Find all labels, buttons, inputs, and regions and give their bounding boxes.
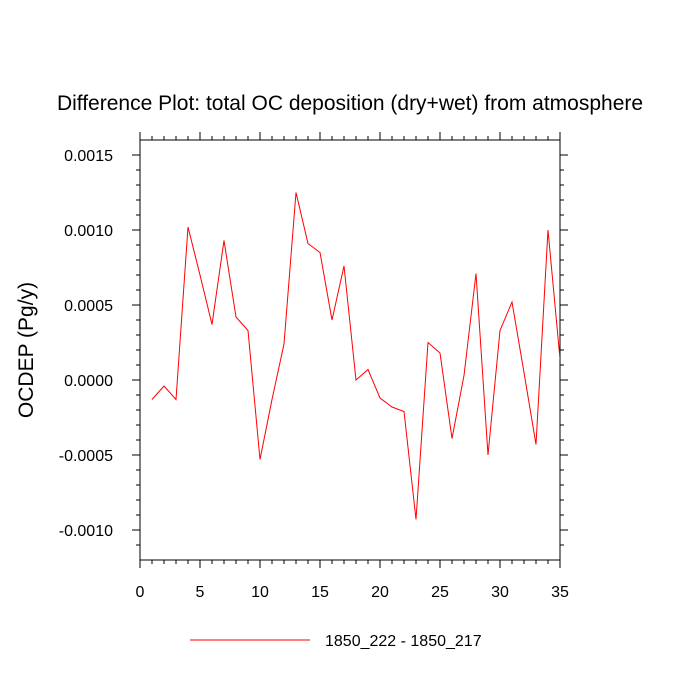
y-tick-label: 0.0000 [64,373,113,390]
x-tick-label: 15 [311,584,329,601]
plot-frame [139,139,561,561]
x-tick-label: 30 [491,584,509,601]
x-tick-label: 10 [251,584,269,601]
series-layer [151,192,560,520]
x-tick-labels: 0 5 10 15 20 25 30 35 [136,584,569,601]
x-tick-label: 20 [371,584,389,601]
axis-ticks [132,132,568,568]
chart-title: Difference Plot: total OC deposition (dr… [57,92,643,115]
series-line [151,192,560,520]
x-tick-label: 35 [551,584,569,601]
y-tick-label: 0.0005 [64,298,113,315]
y-tick-label: 0.0015 [64,148,113,165]
x-tick-label: 5 [196,584,205,601]
y-tick-labels: -0.0010 -0.0005 0.0000 0.0005 0.0010 0.0015 [59,148,113,540]
x-tick-label: 25 [431,584,449,601]
y-tick-label: -0.0010 [59,523,113,540]
legend-label: 1850_222 - 1850_217 [325,633,482,650]
x-tick-label: 0 [136,584,145,601]
legend: 1850_222 - 1850_217 [190,633,482,650]
y-axis-label: OCDEP (Pg/y) [15,282,38,418]
y-tick-label: -0.0005 [59,448,113,465]
y-tick-label: 0.0010 [64,223,113,240]
